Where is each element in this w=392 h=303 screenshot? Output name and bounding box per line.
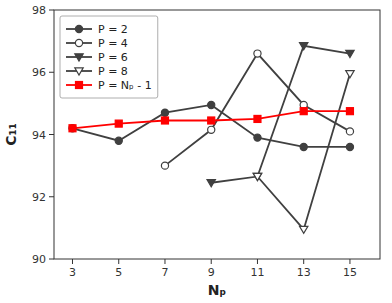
x-tick bbox=[303, 259, 304, 264]
point bbox=[346, 71, 354, 78]
legend-item: P = 6 bbox=[66, 51, 128, 64]
x-tick bbox=[211, 259, 212, 264]
x-tick bbox=[118, 259, 119, 264]
x-tick bbox=[349, 259, 350, 264]
x-tick bbox=[257, 259, 258, 264]
y-tick bbox=[49, 196, 54, 197]
chart: 3 5 7 9 11 13 15 90 92 94 96 98 Nₚ C₁₁ P = 2P = 4P = 6… bbox=[0, 0, 392, 303]
y-tick bbox=[49, 134, 54, 135]
x-tick bbox=[72, 259, 73, 264]
point bbox=[300, 108, 307, 115]
x-tick bbox=[164, 259, 165, 264]
legend-label: P = 6 bbox=[98, 51, 128, 64]
y-tick-label: 90 bbox=[32, 253, 46, 266]
series-line bbox=[165, 54, 350, 166]
y-tick-label: 98 bbox=[32, 4, 46, 17]
legend-marker bbox=[75, 68, 83, 75]
legend-item: P = Nₚ - 1 bbox=[66, 79, 152, 92]
x-tick-label: 13 bbox=[297, 266, 311, 279]
point bbox=[161, 109, 168, 116]
point bbox=[208, 101, 215, 108]
y-tick-label: 96 bbox=[32, 66, 46, 79]
legend-label: P = Nₚ - 1 bbox=[98, 79, 152, 92]
point bbox=[346, 143, 353, 150]
legend-box bbox=[60, 16, 158, 98]
y-axis-label: C₁₁ bbox=[3, 123, 19, 146]
point bbox=[115, 120, 122, 127]
series-line bbox=[72, 111, 349, 128]
y-tick bbox=[49, 72, 54, 73]
x-tick-label: 5 bbox=[115, 266, 122, 279]
y-tick bbox=[49, 10, 54, 11]
point bbox=[115, 137, 122, 144]
legend-item: P = 2 bbox=[66, 23, 128, 36]
point bbox=[69, 125, 76, 132]
point bbox=[254, 134, 261, 141]
x-axis-label: Nₚ bbox=[208, 282, 226, 298]
legend: P = 2P = 4P = 6P = 8P = Nₚ - 1 bbox=[60, 16, 158, 98]
point bbox=[207, 180, 215, 187]
legend-marker bbox=[76, 82, 83, 89]
point bbox=[208, 126, 215, 133]
y-tick-label: 92 bbox=[32, 191, 46, 204]
legend-label: P = 2 bbox=[98, 23, 128, 36]
x-tick-label: 11 bbox=[250, 266, 264, 279]
point bbox=[161, 162, 168, 169]
x-tick-label: 3 bbox=[69, 266, 76, 279]
point bbox=[300, 43, 308, 50]
point bbox=[300, 143, 307, 150]
point bbox=[254, 115, 261, 122]
x-tick-label: 9 bbox=[208, 266, 215, 279]
legend-marker bbox=[75, 39, 82, 46]
legend-label: P = 4 bbox=[98, 37, 128, 50]
point bbox=[346, 128, 353, 135]
legend-marker bbox=[75, 25, 82, 32]
point bbox=[69, 125, 76, 132]
point bbox=[208, 117, 215, 124]
y-tick bbox=[49, 259, 54, 260]
legend-item: P = 4 bbox=[66, 37, 128, 50]
series-line bbox=[72, 105, 349, 147]
point bbox=[254, 50, 261, 57]
point bbox=[161, 117, 168, 124]
point bbox=[346, 50, 354, 57]
x-tick-label: 15 bbox=[343, 266, 357, 279]
point bbox=[300, 226, 308, 233]
y-tick-label: 94 bbox=[32, 129, 46, 142]
legend-label: P = 8 bbox=[98, 65, 128, 78]
point bbox=[253, 173, 261, 180]
x-tick-label: 7 bbox=[161, 266, 168, 279]
plot-area bbox=[69, 43, 354, 234]
legend-marker bbox=[75, 54, 83, 61]
point bbox=[346, 108, 353, 115]
legend-item: P = 8 bbox=[66, 65, 128, 78]
series-line bbox=[257, 74, 349, 230]
plot-frame bbox=[54, 10, 380, 259]
